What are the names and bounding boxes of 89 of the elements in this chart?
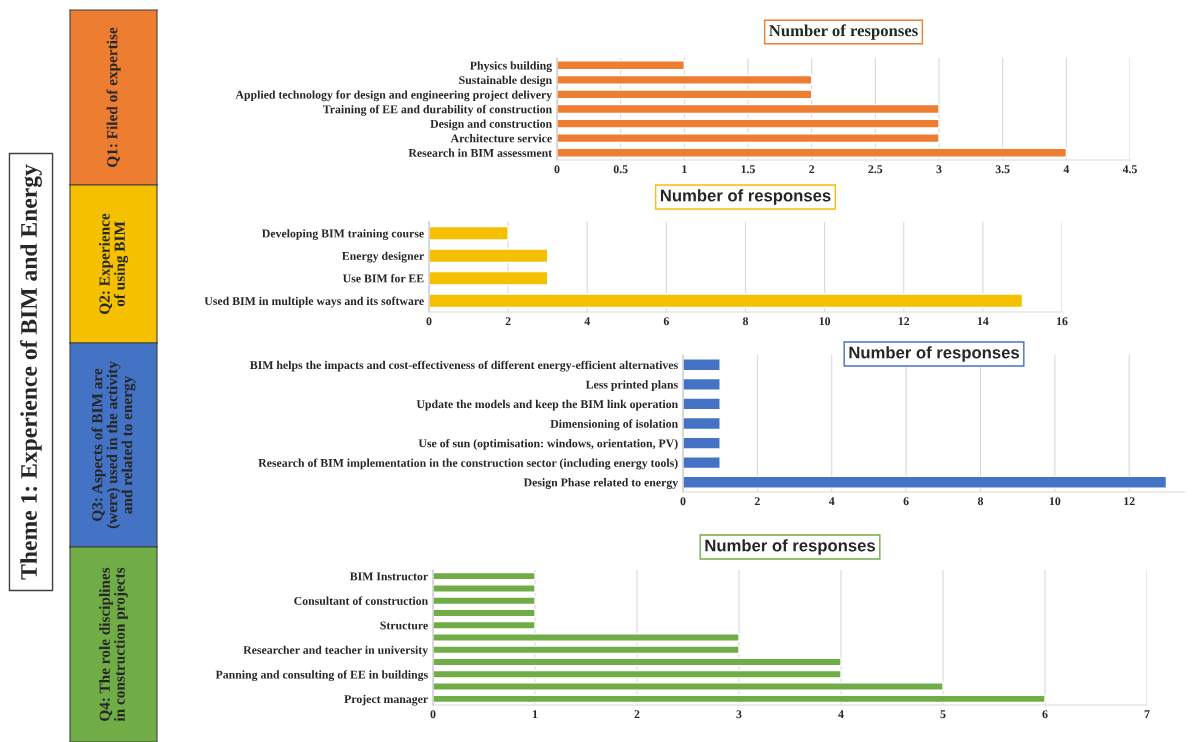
- bar: [429, 270, 549, 286]
- x-tick-label: 0: [430, 710, 436, 719]
- y-tick-label: BIM helps the impacts and cost-effectiveness of different energy-efficient alternatives: [250, 360, 678, 372]
- x-tick-label: 3: [936, 165, 942, 174]
- x-tick-label: 0.5: [613, 165, 628, 174]
- x-tick-label: 8: [742, 317, 749, 326]
- x-tick-label: 0: [680, 497, 686, 506]
- x-tick-label: 4.5: [1122, 165, 1137, 174]
- x-tick-label: 8: [977, 497, 984, 506]
- bar: [433, 694, 1046, 704]
- bar: [557, 118, 940, 129]
- x-tick-label: 4: [838, 710, 844, 719]
- y-tick-label: Less printed plans: [585, 380, 678, 391]
- bar: [433, 608, 536, 618]
- bar: [433, 596, 536, 606]
- x-tick-label: 0: [554, 165, 560, 174]
- x-tick-label: 6: [903, 497, 909, 506]
- bar: [433, 571, 536, 581]
- y-tick-label: Applied technology for design and engineering project delivery: [235, 90, 553, 102]
- x-tick-label: 2: [634, 710, 640, 719]
- y-tick-label: Researcher and teacher in university: [243, 645, 429, 657]
- y-tick-label: Update the models and keep the BIM link operation: [416, 399, 678, 411]
- y-tick-label: BIM Instructor: [349, 572, 428, 581]
- x-tick-label: 5: [940, 710, 946, 719]
- y-tick-label: Use of sun (optimisation: windows, orientation, PV): [418, 438, 678, 450]
- bar: [429, 293, 1024, 309]
- x-tick-label: 3: [736, 710, 742, 719]
- y-tick-label: Panning and consulting of EE in buildings: [215, 670, 428, 682]
- bar: [557, 60, 686, 71]
- y-tick-label: Consultant of construction: [294, 596, 428, 605]
- x-tick-label: 7: [1144, 710, 1150, 719]
- x-tick-label: 2: [505, 317, 511, 326]
- bar: [433, 645, 740, 655]
- bar: [433, 669, 842, 679]
- chart-title: Number of responses: [705, 539, 875, 555]
- x-tick-label: 4: [828, 497, 835, 506]
- x-tick-label: 6: [1042, 710, 1048, 719]
- bar: [429, 248, 549, 264]
- y-tick-label: Design Phase related to energy: [523, 478, 679, 489]
- bar: [433, 620, 536, 630]
- y-tick-label: Design and construction: [430, 119, 552, 131]
- x-tick-label: 0: [426, 317, 432, 326]
- y-tick-label: Research of BIM implementation in the construction sector (including energy tools): [258, 458, 678, 470]
- x-tick-label: 1: [682, 165, 687, 174]
- y-tick-label: Energy designer: [342, 251, 424, 263]
- bar: [557, 133, 940, 144]
- x-tick-label: 6: [663, 317, 669, 326]
- y-axis-title: Q1: Filed of expertise: [106, 27, 121, 167]
- bar: [557, 89, 813, 100]
- chart-title: Number of responses: [660, 189, 831, 205]
- x-tick-label: 16: [1057, 317, 1068, 326]
- x-tick-label: 2.5: [868, 165, 883, 174]
- text: Theme 1: Experience of BIM and Energy: [20, 164, 42, 580]
- y-axis-title: Q4: The role disciplines in construction projects: [99, 567, 128, 722]
- x-tick-label: 2: [809, 165, 815, 174]
- y-tick-label: Use BIM for EE: [342, 274, 424, 283]
- y-tick-label: Dimensioning of isolation: [550, 419, 678, 431]
- x-tick-label: 1.5: [741, 165, 755, 174]
- y-tick-label: Architecture service: [450, 134, 552, 143]
- bar: [557, 74, 813, 85]
- y-tick-label: Physics building: [470, 61, 553, 72]
- x-tick-label: 12: [898, 317, 910, 326]
- y-axis-title: Q3: Aspects of BIM are (were) used in the activity and related to energy: [91, 361, 136, 529]
- bar: [433, 584, 536, 593]
- chart-title: Number of responses: [769, 24, 918, 40]
- x-tick-label: 2: [754, 497, 760, 506]
- y-tick-label: Structure: [380, 621, 428, 630]
- x-tick-label: 4: [1063, 165, 1070, 174]
- x-tick-label: 1: [532, 710, 538, 719]
- chart-title: Number of responses: [849, 346, 1019, 362]
- x-tick-label: 12: [1124, 497, 1135, 506]
- x-tick-label: 14: [977, 317, 989, 326]
- bar: [429, 225, 509, 241]
- y-tick-label: Research in BIM assessment: [408, 148, 553, 157]
- y-tick-label: Developing BIM training course: [262, 229, 424, 240]
- y-axis-title: Q2: Experience of using BIM: [98, 213, 129, 314]
- bar: [557, 103, 940, 115]
- x-tick-label: 10: [1049, 497, 1061, 506]
- bar: [557, 147, 1068, 158]
- y-tick-label: Used BIM in multiple ways and its software: [204, 296, 424, 308]
- bar: [433, 682, 944, 691]
- y-tick-label: Project manager: [344, 694, 428, 706]
- y-tick-label: Training of EE and durability of construction: [322, 104, 552, 116]
- y-tick-label: Sustainable design: [459, 75, 552, 87]
- bar: [433, 633, 740, 642]
- x-tick-label: 3.5: [995, 165, 1010, 174]
- x-tick-label: 10: [819, 317, 831, 326]
- x-tick-label: 4: [584, 317, 590, 326]
- bar: [433, 657, 842, 667]
